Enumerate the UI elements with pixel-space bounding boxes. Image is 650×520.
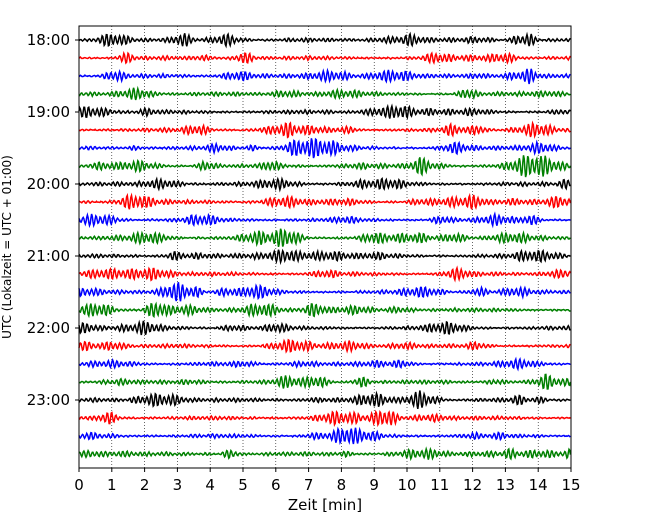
seismogram-trace — [78, 282, 571, 302]
y-tick-label: 21:00 — [27, 247, 70, 265]
x-tick-label: 3 — [173, 476, 183, 494]
y-tick-label: 22:00 — [27, 319, 70, 337]
seismogram-trace — [78, 31, 572, 49]
seismogram-trace — [78, 228, 571, 248]
x-tick-label: 12 — [463, 476, 482, 494]
seismogram-trace — [78, 265, 572, 283]
y-tick-label: 20:00 — [27, 175, 70, 193]
seismogram-trace — [78, 85, 571, 101]
seismogram-trace — [78, 211, 571, 229]
x-tick-label: 13 — [496, 476, 515, 494]
x-tick-label: 15 — [561, 476, 580, 494]
x-tick-label: 6 — [271, 476, 281, 494]
seismogram-trace — [78, 137, 571, 159]
x-tick-label: 2 — [140, 476, 150, 494]
seismogram-trace — [78, 50, 572, 66]
x-tick-label: 5 — [238, 476, 248, 494]
seismogram-trace — [78, 409, 571, 428]
seismogram-trace — [78, 356, 571, 372]
seismogram-trace — [78, 338, 571, 354]
seismogram-trace — [78, 446, 572, 462]
x-tick-label: 8 — [337, 476, 347, 494]
x-axis-label: Zeit [min] — [288, 496, 362, 514]
seismogram-trace — [78, 301, 571, 319]
seismogram-trace — [78, 67, 571, 85]
y-tick-label: 18:00 — [27, 31, 70, 49]
y-tick-label: 19:00 — [27, 103, 70, 121]
y-tick-label: 23:00 — [27, 391, 70, 409]
x-tick-label: 9 — [369, 476, 379, 494]
x-tick-label: 7 — [304, 476, 314, 494]
x-tick-label: 14 — [529, 476, 548, 494]
seismogram-trace — [78, 176, 571, 193]
x-tick-label: 10 — [397, 476, 416, 494]
x-tick-label: 0 — [74, 476, 84, 494]
x-tick-label: 4 — [205, 476, 215, 494]
x-axis-ticks: 0 1 2 3 4 5 6 7 8 9 10 11 12 13 14 15 — [74, 468, 581, 494]
seismogram-trace — [78, 248, 571, 266]
plot-frame — [78, 25, 572, 469]
seismogram-trace — [78, 155, 572, 178]
seismogram-trace — [78, 120, 571, 139]
x-tick-label: 1 — [107, 476, 117, 494]
seismogram-traces — [78, 31, 572, 462]
seismogram-trace — [78, 390, 571, 410]
y-axis-ticks: 18:00 19:00 20:00 21:00 22:00 23:00 — [27, 31, 79, 409]
seismogram-trace — [78, 103, 572, 120]
y-axis-label: UTC (Lokalzeit = UTC + 01:00) — [0, 155, 14, 339]
seismogram-trace — [78, 426, 571, 446]
seismogram-trace — [78, 192, 572, 210]
seismogram-trace — [78, 319, 571, 336]
x-tick-label: 11 — [430, 476, 449, 494]
seismogram-trace — [78, 373, 572, 390]
